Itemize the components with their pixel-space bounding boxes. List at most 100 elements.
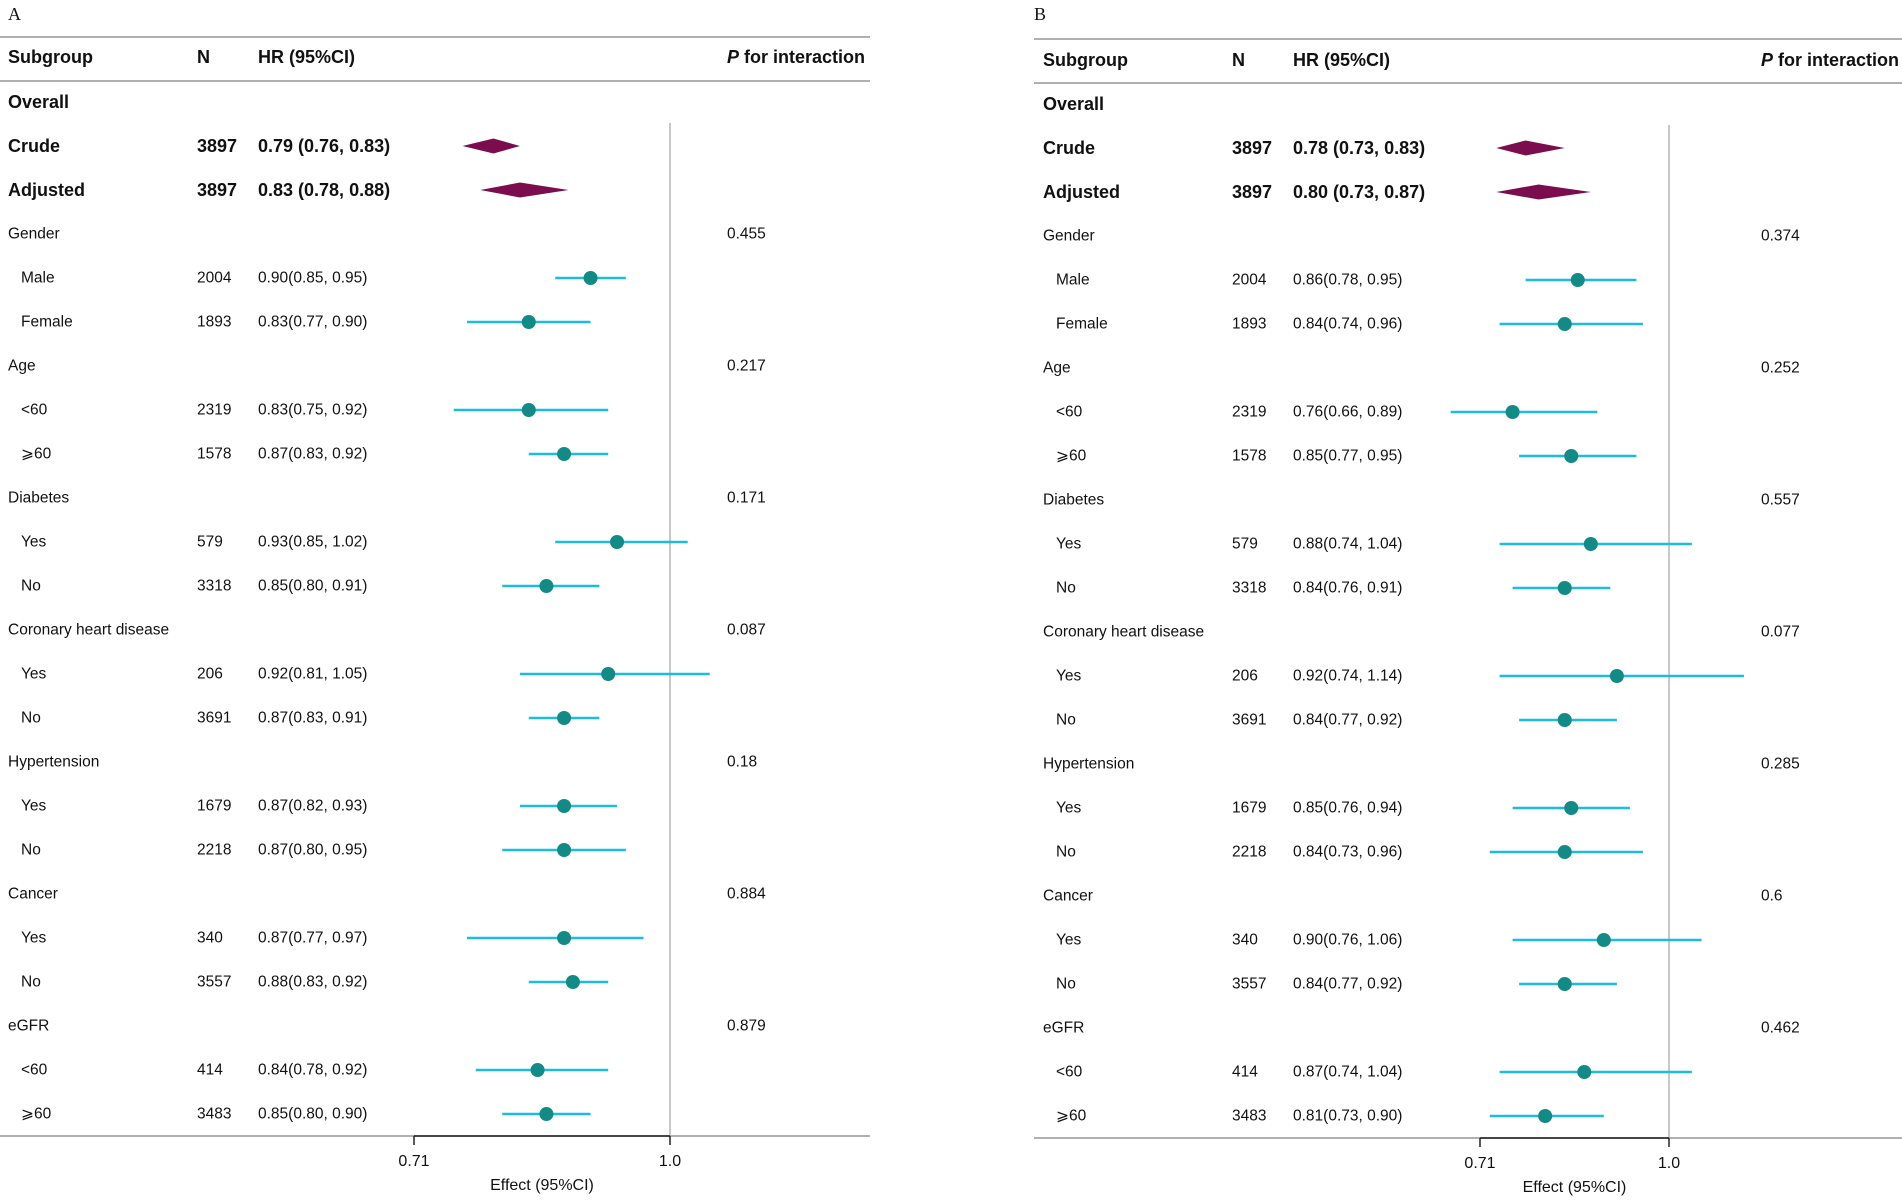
n-value: 3897 bbox=[1232, 182, 1273, 202]
subgroup-level-label: No bbox=[1056, 843, 1076, 861]
hr-ci-text: 0.90(0.76, 1.06) bbox=[1293, 931, 1403, 949]
n-value: 340 bbox=[1232, 931, 1258, 949]
bottom-rule bbox=[1034, 1137, 1902, 1139]
subgroup-level-label: ⩾60 bbox=[1056, 1107, 1087, 1125]
hr-ci-text: 0.78 (0.73, 0.83) bbox=[1293, 138, 1426, 158]
point-estimate bbox=[1557, 977, 1572, 991]
overall-label: Adjusted bbox=[8, 180, 86, 200]
n-value: 3897 bbox=[197, 136, 238, 156]
hr-ci-text: 0.80 (0.73, 0.87) bbox=[1293, 182, 1426, 202]
hr-ci-text: 0.84(0.76, 0.91) bbox=[1293, 579, 1403, 597]
point-estimate bbox=[1596, 933, 1611, 947]
subgroup-level-label: Yes bbox=[21, 665, 47, 683]
p-interaction-value: 0.087 bbox=[727, 621, 766, 639]
n-value: 2218 bbox=[1232, 843, 1267, 861]
n-value: 3318 bbox=[1232, 579, 1267, 597]
header-p-interaction: P for interaction bbox=[1761, 51, 1899, 69]
header-n: N bbox=[197, 47, 210, 67]
hr-ci-text: 0.86(0.78, 0.95) bbox=[1293, 271, 1403, 289]
point-estimate bbox=[1564, 449, 1579, 463]
subgroup-name: Gender bbox=[1043, 227, 1095, 245]
n-value: 1578 bbox=[197, 445, 232, 463]
subgroup-name: Hypertension bbox=[8, 753, 100, 771]
hr-ci-text: 0.92(0.81, 1.05) bbox=[258, 665, 368, 683]
subgroup-name: Cancer bbox=[1043, 887, 1093, 905]
p-interaction-value: 0.285 bbox=[1761, 755, 1800, 773]
p-interaction-value: 0.462 bbox=[1761, 1019, 1800, 1037]
n-value: 3483 bbox=[1232, 1107, 1267, 1125]
hr-ci-text: 0.84(0.77, 0.92) bbox=[1293, 711, 1403, 729]
header-subgroup: Subgroup bbox=[1043, 50, 1128, 70]
subgroup-level-label: Yes bbox=[1056, 535, 1082, 553]
n-value: 3691 bbox=[1232, 711, 1267, 729]
hr-ci-text: 0.84(0.78, 0.92) bbox=[258, 1061, 368, 1079]
hr-ci-text: 0.87(0.74, 1.04) bbox=[1293, 1063, 1403, 1081]
subgroup-level-label: <60 bbox=[21, 401, 48, 419]
hr-ci-text: 0.85(0.80, 0.90) bbox=[258, 1105, 368, 1123]
overall-diamond bbox=[480, 182, 569, 198]
header-p-interaction: P for interaction bbox=[727, 48, 865, 66]
subgroup-name: eGFR bbox=[8, 1017, 50, 1035]
hr-ci-text: 0.90(0.85, 0.95) bbox=[258, 269, 368, 287]
forest-plot-area: 0.71 1.0 Effect (95%CI) bbox=[398, 123, 710, 1194]
header-hr: HR (95%CI) bbox=[258, 47, 356, 67]
subgroup-level-label: <60 bbox=[21, 1061, 48, 1079]
subgroup-level-label: Female bbox=[21, 313, 73, 331]
n-value: 414 bbox=[1232, 1063, 1258, 1081]
hr-ci-text: 0.83(0.75, 0.92) bbox=[258, 401, 368, 419]
panel-label: A bbox=[8, 4, 21, 24]
subgroup-name: eGFR bbox=[1043, 1019, 1085, 1037]
overall-label: Adjusted bbox=[1043, 182, 1121, 202]
p-interaction-value: 0.557 bbox=[1761, 491, 1800, 509]
overall-label: Overall bbox=[1043, 94, 1105, 114]
point-estimate bbox=[601, 667, 616, 681]
n-value: 1893 bbox=[1232, 315, 1267, 333]
subgroup-level-label: <60 bbox=[1056, 403, 1083, 421]
x-tick-label: 0.71 bbox=[1464, 1155, 1495, 1172]
overall-diamond bbox=[1496, 184, 1591, 200]
overall-diamond bbox=[1496, 140, 1565, 156]
p-interaction-value: 0.6 bbox=[1761, 887, 1783, 905]
n-value: 1679 bbox=[1232, 799, 1267, 817]
p-interaction-value: 0.455 bbox=[727, 225, 766, 243]
n-value: 2319 bbox=[197, 401, 232, 419]
n-value: 3691 bbox=[197, 709, 232, 727]
overall-label: Crude bbox=[8, 136, 61, 156]
hr-ci-text: 0.84(0.74, 0.96) bbox=[1293, 315, 1403, 333]
subgroup-name: Age bbox=[8, 357, 36, 375]
point-estimate bbox=[565, 975, 580, 989]
n-value: 2004 bbox=[197, 269, 232, 287]
header-p-symbol: P bbox=[727, 47, 740, 67]
p-interaction-value: 0.18 bbox=[727, 753, 758, 771]
subgroup-level-label: Yes bbox=[1056, 931, 1082, 949]
subgroup-level-label: Male bbox=[21, 269, 55, 287]
point-estimate bbox=[1577, 1065, 1592, 1079]
forest-plot-area: 0.71 1.0 Effect (95%CI) bbox=[1450, 125, 1744, 1196]
point-estimate bbox=[1583, 537, 1598, 551]
subgroup-name: Hypertension bbox=[1043, 755, 1135, 773]
p-interaction-value: 0.884 bbox=[727, 885, 766, 903]
point-estimate bbox=[539, 579, 554, 593]
n-value: 579 bbox=[197, 533, 223, 551]
hr-ci-text: 0.93(0.85, 1.02) bbox=[258, 533, 368, 551]
header-p-symbol: P bbox=[1761, 50, 1774, 70]
n-value: 3557 bbox=[1232, 975, 1267, 993]
n-value: 2218 bbox=[197, 841, 232, 859]
point-estimate bbox=[1538, 1109, 1553, 1123]
n-value: 3897 bbox=[197, 180, 238, 200]
subgroup-level-label: No bbox=[21, 973, 41, 991]
subgroup-name: Age bbox=[1043, 359, 1071, 377]
subgroup-level-label: No bbox=[21, 577, 41, 595]
x-axis-label: Effect (95%CI) bbox=[490, 1177, 594, 1194]
n-value: 206 bbox=[197, 665, 223, 683]
subgroup-level-label: <60 bbox=[1056, 1063, 1083, 1081]
p-interaction-value: 0.374 bbox=[1761, 227, 1800, 245]
subgroup-level-label: No bbox=[1056, 975, 1076, 993]
hr-ci-text: 0.87(0.82, 0.93) bbox=[258, 797, 368, 815]
header-hr: HR (95%CI) bbox=[1293, 50, 1391, 70]
point-estimate bbox=[557, 799, 572, 813]
hr-ci-text: 0.92(0.74, 1.14) bbox=[1293, 667, 1403, 685]
hr-ci-text: 0.84(0.73, 0.96) bbox=[1293, 843, 1403, 861]
hr-ci-text: 0.84(0.77, 0.92) bbox=[1293, 975, 1403, 993]
x-tick-label: 1.0 bbox=[1658, 1155, 1680, 1172]
